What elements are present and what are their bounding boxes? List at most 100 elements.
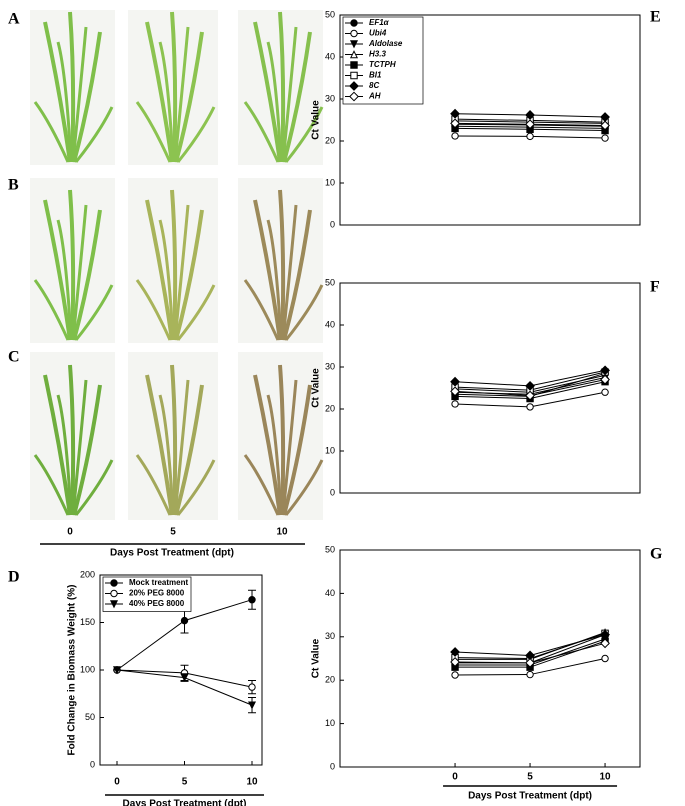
marker bbox=[526, 403, 534, 411]
y-tick-label: 50 bbox=[325, 277, 335, 287]
y-tick-label: 10 bbox=[325, 177, 335, 187]
plot-frame bbox=[339, 14, 641, 226]
x-tick-label: 5 bbox=[527, 772, 533, 783]
y-tick-label: 0 bbox=[330, 219, 335, 229]
marker bbox=[180, 673, 189, 682]
plot-frame bbox=[339, 549, 641, 768]
y-tick-label: 150 bbox=[80, 617, 95, 627]
photo-axis-title: Days Post Treatment (dpt) bbox=[110, 548, 234, 559]
marker bbox=[451, 400, 459, 408]
y-axis-title: Ct Value bbox=[311, 638, 322, 678]
marker bbox=[248, 701, 257, 710]
marker bbox=[526, 132, 534, 141]
y-tick-label: 50 bbox=[325, 9, 335, 19]
marker bbox=[451, 671, 459, 679]
y-axis-title: Ct Value bbox=[311, 100, 322, 140]
marker bbox=[601, 654, 609, 663]
marker bbox=[451, 132, 459, 140]
y-tick-label: 100 bbox=[80, 664, 95, 674]
legend-label: AH bbox=[368, 92, 381, 101]
marker bbox=[525, 390, 535, 401]
panel-label: D bbox=[8, 569, 20, 586]
photos bbox=[30, 10, 324, 520]
marker bbox=[525, 110, 535, 120]
marker bbox=[109, 600, 119, 609]
marker bbox=[600, 374, 610, 385]
marker bbox=[110, 579, 118, 587]
panel-label: E bbox=[650, 9, 661, 26]
marker bbox=[350, 61, 358, 69]
marker bbox=[450, 657, 460, 667]
legend-label: Aldolase bbox=[368, 39, 403, 48]
y-tick-label: 40 bbox=[325, 319, 335, 329]
panel-label: F bbox=[650, 279, 660, 296]
photo-x-label: 5 bbox=[170, 527, 176, 538]
marker bbox=[113, 666, 122, 675]
marker bbox=[450, 647, 460, 657]
legend-label: 20% PEG 8000 bbox=[129, 589, 185, 598]
panel-label: C bbox=[8, 349, 20, 366]
photo-x-label: 0 bbox=[67, 527, 73, 538]
panel-label: B bbox=[8, 177, 19, 194]
marker bbox=[525, 380, 535, 391]
marker bbox=[600, 365, 610, 376]
marker bbox=[350, 19, 358, 27]
marker bbox=[525, 119, 535, 130]
y-tick-label: 50 bbox=[325, 544, 335, 554]
y-tick-label: 0 bbox=[330, 761, 335, 771]
legend-label: Mock treatment bbox=[129, 578, 188, 587]
marker bbox=[600, 638, 610, 649]
x-axis-title: Days Post Treatment (dpt) bbox=[468, 791, 592, 802]
y-tick-label: 30 bbox=[325, 361, 335, 371]
marker bbox=[526, 670, 534, 679]
legend-label: 8C bbox=[369, 81, 379, 90]
x-tick-label: 0 bbox=[452, 772, 458, 783]
x-axis-title: Days Post Treatment (dpt) bbox=[123, 799, 247, 806]
y-tick-label: 20 bbox=[325, 675, 335, 685]
y-tick-label: 30 bbox=[325, 93, 335, 103]
legend-label: BI1 bbox=[369, 71, 382, 80]
panel-label: G bbox=[650, 546, 663, 563]
y-tick-label: 50 bbox=[85, 712, 95, 722]
marker bbox=[180, 616, 189, 625]
legend-label: EF1α bbox=[369, 18, 390, 27]
legend-label: H3.3 bbox=[369, 50, 386, 59]
y-tick-label: 40 bbox=[325, 51, 335, 61]
y-tick-label: 200 bbox=[80, 569, 95, 579]
marker bbox=[450, 376, 460, 387]
marker bbox=[349, 40, 359, 49]
y-tick-label: 0 bbox=[90, 759, 95, 769]
x-tick-label: 5 bbox=[182, 777, 188, 788]
x-tick-label: 10 bbox=[246, 777, 258, 788]
x-tick-label: 0 bbox=[114, 777, 120, 788]
marker bbox=[248, 596, 256, 604]
legend-label: TCTPH bbox=[369, 60, 396, 69]
panel-label: A bbox=[8, 11, 20, 28]
legend-label: 40% PEG 8000 bbox=[129, 599, 185, 608]
marker bbox=[349, 50, 359, 59]
photo-x-label: 10 bbox=[276, 527, 288, 538]
marker bbox=[601, 388, 609, 396]
marker bbox=[450, 118, 460, 129]
y-tick-label: 20 bbox=[325, 403, 335, 413]
marker bbox=[350, 29, 358, 38]
marker bbox=[248, 683, 256, 691]
y-axis-title: Ct Value bbox=[311, 368, 322, 408]
marker bbox=[349, 81, 359, 91]
legend-label: Ubi4 bbox=[369, 29, 387, 38]
marker bbox=[450, 108, 460, 119]
y-tick-label: 10 bbox=[325, 718, 335, 728]
y-tick-label: 10 bbox=[325, 445, 335, 455]
marker bbox=[450, 386, 460, 397]
y-tick-label: 0 bbox=[330, 487, 335, 497]
marker bbox=[350, 71, 358, 80]
marker bbox=[600, 120, 610, 131]
marker bbox=[110, 589, 118, 598]
y-tick-label: 20 bbox=[325, 135, 335, 145]
x-tick-label: 10 bbox=[599, 772, 611, 783]
y-tick-label: 30 bbox=[325, 631, 335, 641]
y-tick-label: 40 bbox=[325, 588, 335, 598]
marker bbox=[525, 657, 535, 668]
marker bbox=[601, 134, 609, 142]
